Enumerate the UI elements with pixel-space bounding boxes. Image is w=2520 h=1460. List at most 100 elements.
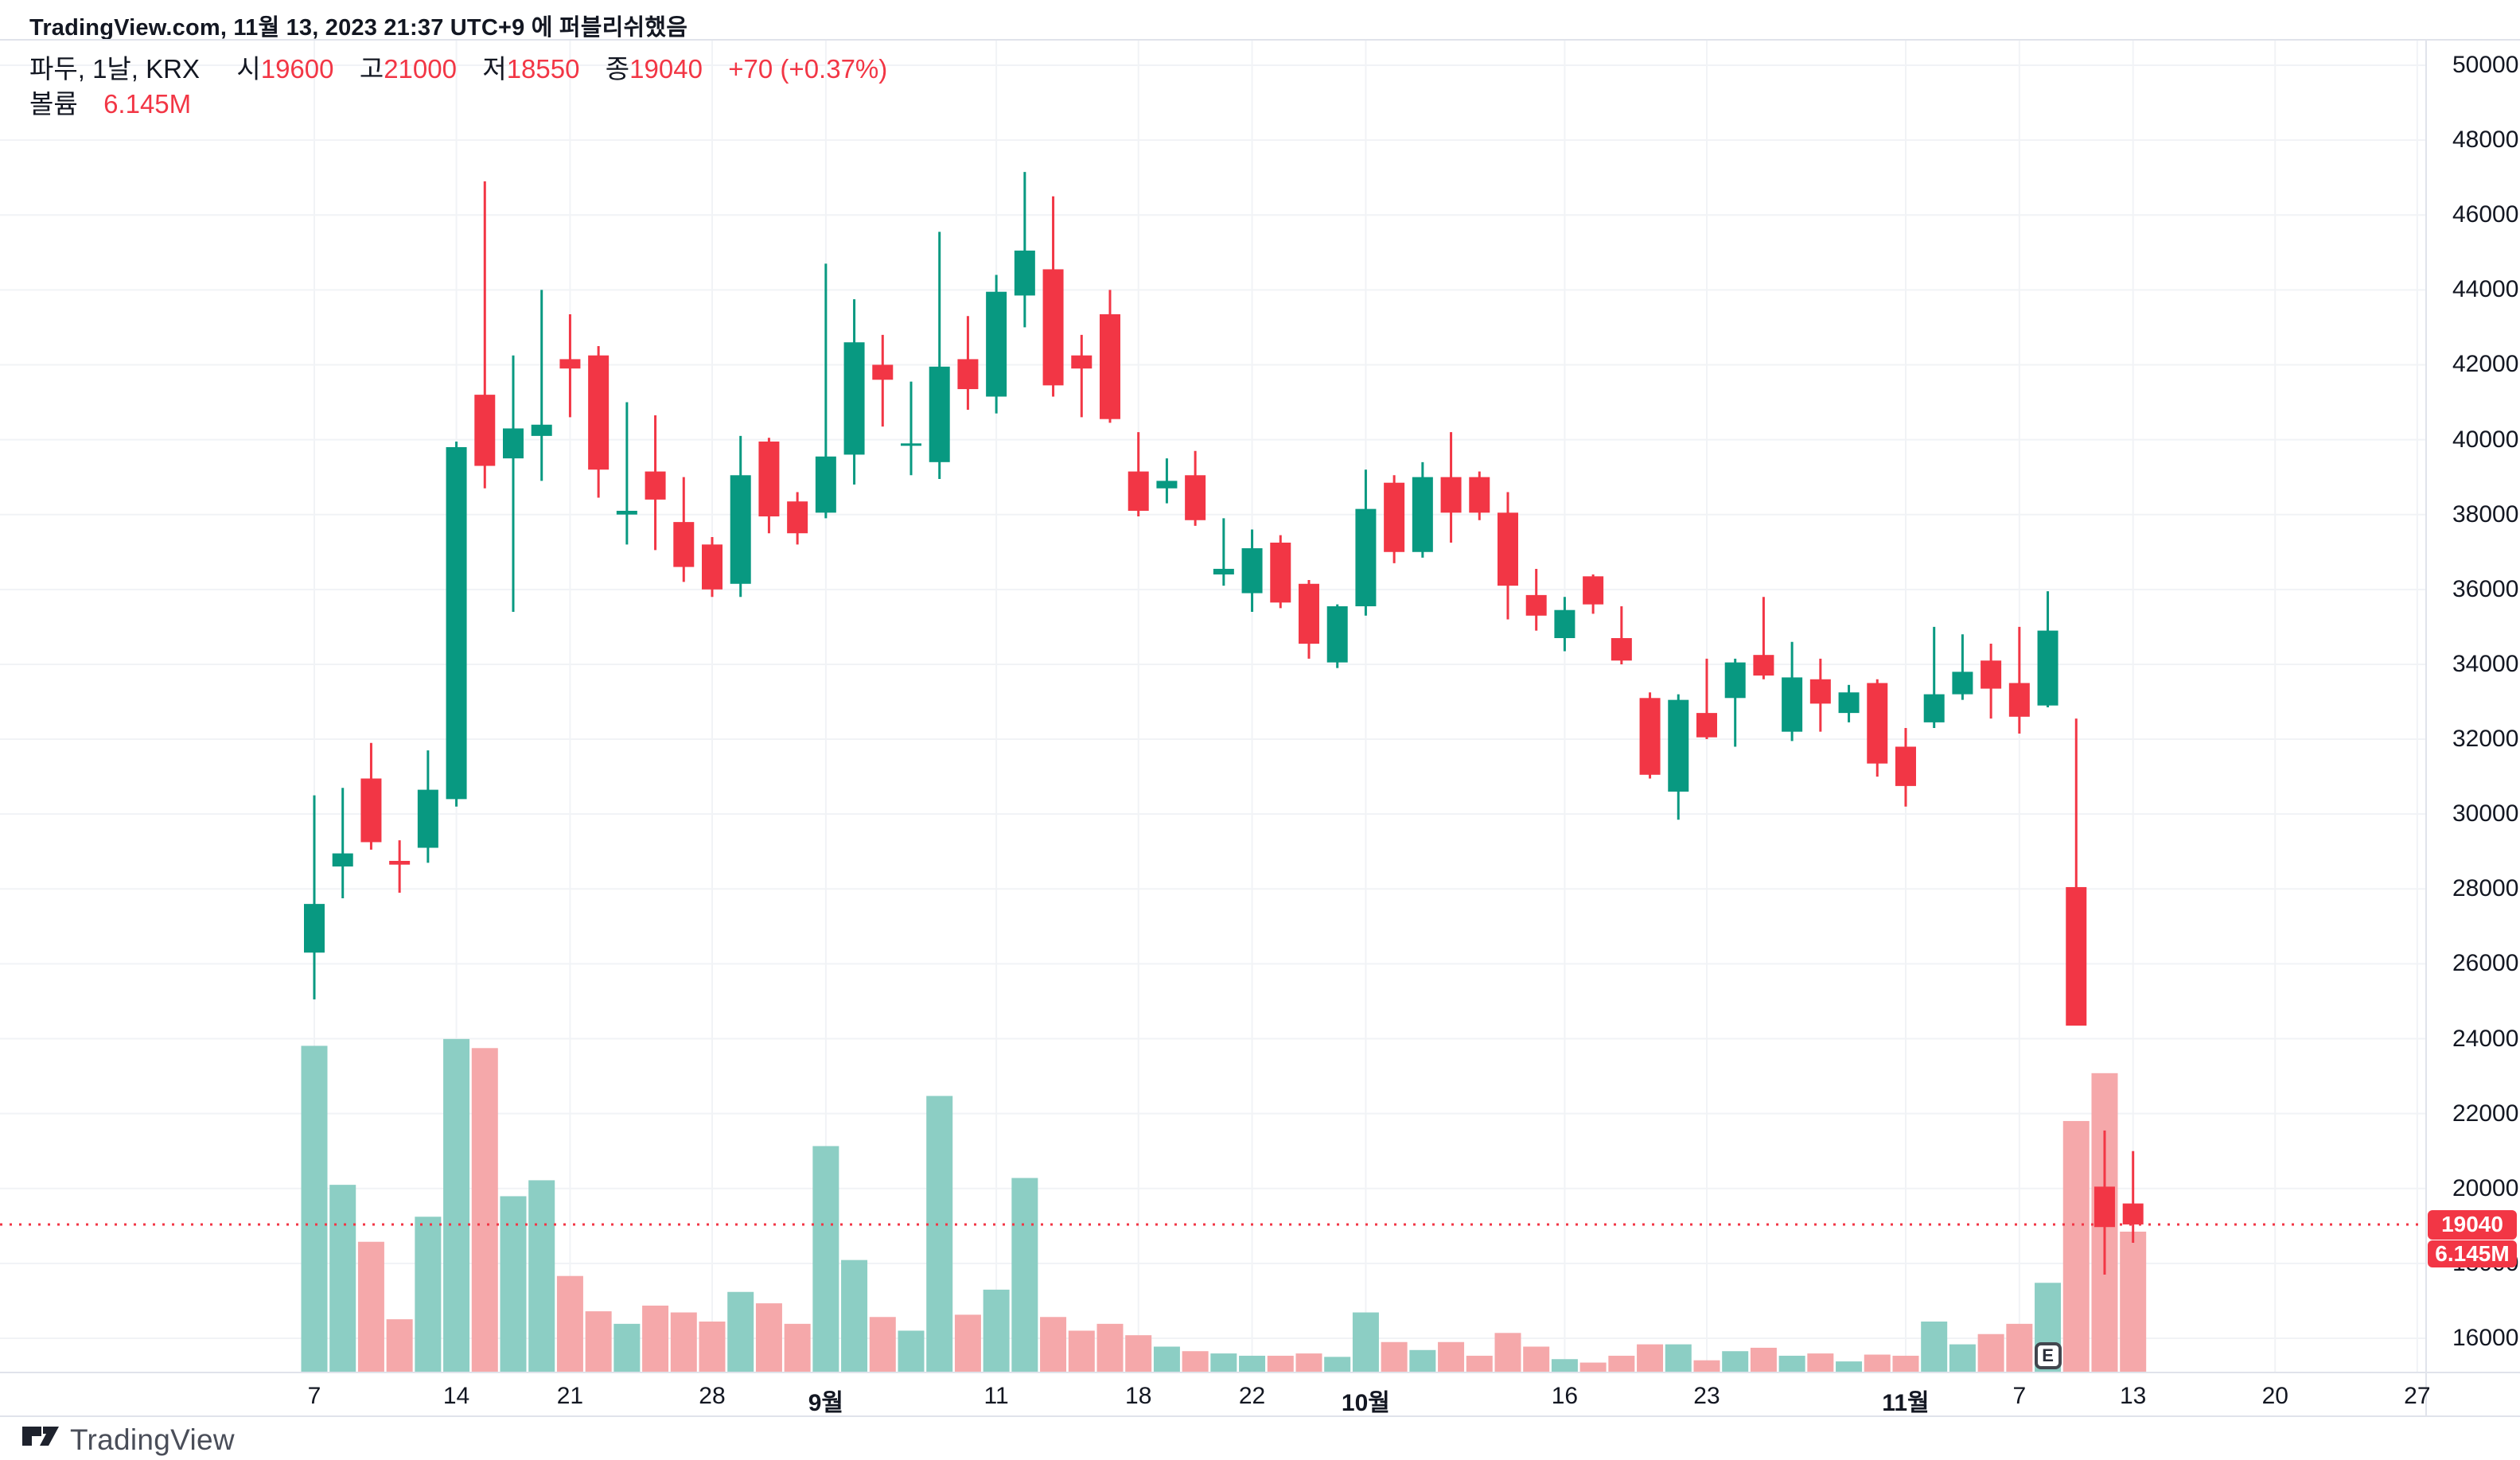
volume-bar: [443, 1038, 470, 1372]
candle-body: [1440, 477, 1462, 513]
tradingview-logo-text: TradingView: [70, 1423, 235, 1456]
volume-bar: [926, 1096, 953, 1372]
volume-bar: [1665, 1344, 1692, 1372]
volume-bar: [357, 1241, 384, 1372]
time-axis-label: 22: [1238, 1383, 1266, 1409]
candle-body: [1753, 655, 1774, 676]
candle-body: [1668, 699, 1689, 792]
volume-bar: [2062, 1120, 2090, 1372]
time-axis-label: 11월: [1882, 1390, 1930, 1416]
time-axis-label: 16: [1551, 1383, 1579, 1409]
earnings-marker[interactable]: E: [2034, 1342, 2062, 1369]
candle-body: [1782, 677, 1803, 732]
publish-header: TradingView.com, 11월 13, 2023 21:37 UTC+…: [29, 15, 688, 41]
symbol-name: 파두: [29, 54, 78, 84]
candle-body: [1583, 576, 1604, 605]
candle-body: [1270, 543, 1291, 603]
volume-bar: [699, 1321, 726, 1372]
candle-body: [986, 291, 1007, 397]
candle-body: [957, 359, 979, 390]
candle-body: [446, 447, 467, 800]
interval-label: 1날: [92, 54, 131, 84]
candle-body: [1014, 250, 1035, 296]
candle-body: [1355, 508, 1377, 606]
volume-bar: [1466, 1355, 1493, 1372]
tradingview-logo[interactable]: TradingView: [22, 1423, 235, 1457]
candle-body: [1867, 683, 1888, 764]
volume-legend-row: 볼륨 6.145M: [29, 83, 191, 121]
volume-bar: [613, 1323, 641, 1372]
volume-bar: [727, 1291, 754, 1372]
open-value: 19600: [260, 54, 334, 84]
change-value: +70 (+0.37%): [728, 54, 888, 84]
volume-bar: [1892, 1355, 1919, 1372]
candle-body: [1981, 660, 2002, 689]
volume-bar: [1040, 1317, 1067, 1372]
volume-bar: [1523, 1346, 1550, 1372]
candle-body: [673, 522, 695, 567]
time-axis-label: 28: [699, 1383, 726, 1409]
price-axis-label: 16000: [2452, 1325, 2519, 1351]
price-axis-label: 46000: [2452, 201, 2519, 228]
price-axis-border: [2425, 39, 2427, 1417]
time-axis-label: 7: [307, 1383, 321, 1409]
volume-bar: [1352, 1312, 1379, 1372]
volume-bar: [812, 1146, 839, 1372]
volume-bar: [1494, 1333, 1521, 1372]
volume-bar: [1750, 1347, 1777, 1372]
price-axis-label: 42000: [2452, 351, 2519, 378]
candle-body: [1525, 594, 1547, 616]
candle-body: [2037, 630, 2058, 706]
candle-body: [1497, 512, 1518, 586]
volume-bar: [1153, 1346, 1180, 1372]
volume-bar: [1921, 1321, 1948, 1372]
volume-bar: [1722, 1351, 1749, 1372]
candle-body: [389, 861, 411, 865]
candle-body: [1952, 672, 1973, 695]
low-value: 18550: [506, 54, 580, 84]
volume-bar: [1096, 1323, 1124, 1372]
candle-body: [502, 428, 524, 459]
volume-bar: [2120, 1232, 2147, 1372]
volume-bar: [585, 1311, 612, 1372]
candle-body: [872, 364, 894, 380]
candle-body: [1724, 662, 1746, 699]
time-axis-label: 21: [556, 1383, 584, 1409]
volume-bar: [869, 1317, 896, 1372]
time-axis-label: 14: [442, 1383, 470, 1409]
candle-body: [1923, 694, 1945, 722]
candle-body: [1469, 477, 1490, 513]
candle-body: [1639, 698, 1661, 775]
volume-bar: [1637, 1344, 1664, 1372]
price-axis-label: 20000: [2452, 1174, 2519, 1201]
volume-bar: [415, 1217, 442, 1372]
price-axis-label: 44000: [2452, 276, 2519, 303]
time-axis-label: 13: [2120, 1383, 2147, 1409]
price-axis-label: 26000: [2452, 950, 2519, 977]
last-volume-badge: 6.145M: [2428, 1240, 2517, 1267]
volume-bar: [556, 1275, 583, 1372]
candle-body: [843, 342, 865, 455]
volume-bar: [1864, 1354, 1891, 1372]
candle-body: [1326, 606, 1348, 663]
candle-body: [1298, 583, 1319, 644]
candle-body: [1838, 692, 1860, 714]
close-label: 종: [605, 54, 630, 84]
candle-body: [1042, 269, 1064, 386]
candle-body: [1185, 475, 1206, 520]
price-axis-label: 50000: [2452, 52, 2519, 78]
candle-body: [588, 355, 610, 470]
volume-value: 6.145M: [103, 89, 192, 119]
candle-body: [2122, 1203, 2144, 1224]
volume-bar: [784, 1323, 811, 1372]
open-label: 시: [236, 54, 261, 84]
volume-bar: [1125, 1335, 1152, 1372]
candle-body: [900, 443, 921, 446]
exchange-label: KRX: [146, 54, 200, 84]
volume-bar: [528, 1180, 555, 1372]
time-axis-label: 7: [2012, 1383, 2027, 1409]
volume-bar: [1438, 1341, 1465, 1372]
volume-bar: [1381, 1341, 1408, 1372]
volume-bar: [755, 1303, 782, 1372]
